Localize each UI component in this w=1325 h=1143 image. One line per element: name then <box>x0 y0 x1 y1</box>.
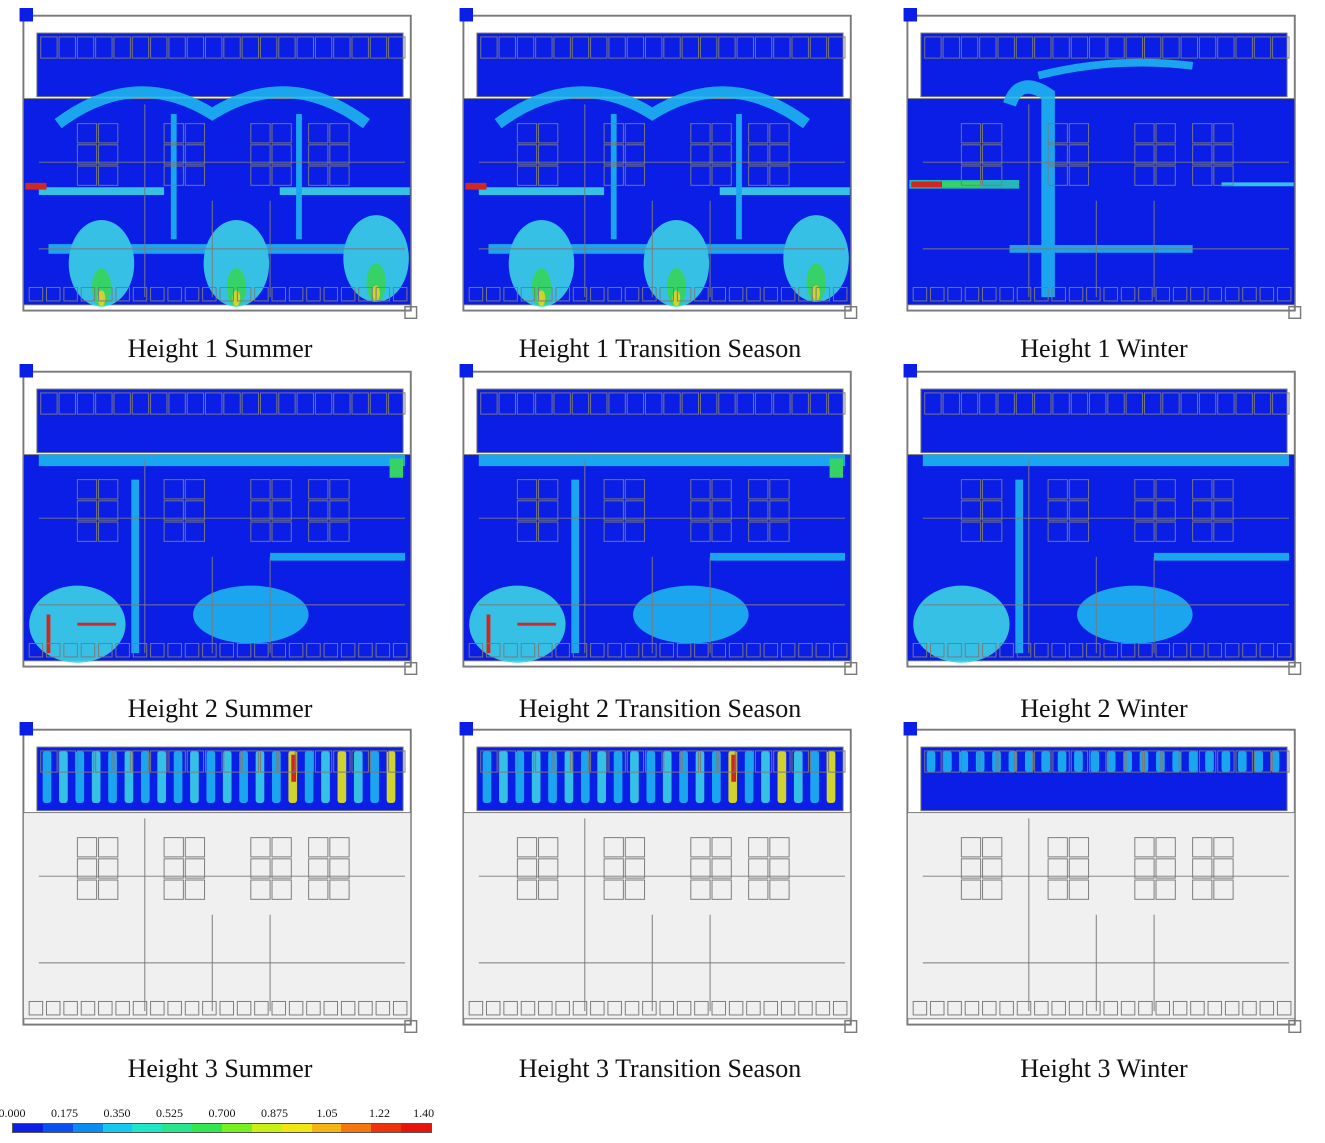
panel-caption: Height 2 Summer <box>127 694 313 723</box>
simulation-panel <box>452 8 867 326</box>
panel-caption: Height 2 Transition Season <box>518 694 802 723</box>
wall-lines <box>912 750 1292 1016</box>
floor-plan-velocity-map <box>19 722 418 1034</box>
legend-color-bar <box>12 1123 432 1133</box>
legend-label: 0.700 <box>208 1106 236 1120</box>
wall-lines <box>468 392 848 658</box>
wall-lines <box>28 36 408 302</box>
simulation-panel <box>12 8 427 326</box>
wall-lines <box>28 750 408 1016</box>
legend-labels: 0.000 0.175 0.350 0.525 0.700 0.875 1.05… <box>0 1106 435 1120</box>
legend-color-segment <box>192 1124 223 1132</box>
legend-label: 1.40 <box>413 1106 435 1120</box>
legend-color-segment <box>132 1124 163 1132</box>
legend-color-segment <box>311 1124 342 1132</box>
wall-lines <box>468 36 848 302</box>
simulation-panel <box>12 364 427 682</box>
panel-caption: Height 3 Summer <box>127 1054 313 1083</box>
building-outline <box>903 722 1302 1034</box>
legend-color-segment <box>13 1124 43 1132</box>
legend-color-segment <box>281 1124 312 1132</box>
floor-plan-velocity-map <box>19 8 418 320</box>
panel-caption: Height 1 Summer <box>127 334 313 363</box>
panel-caption: Height 3 Transition Season <box>518 1054 802 1083</box>
legend-label: 1.22 <box>369 1106 390 1120</box>
color-scale-legend: 0.000 0.175 0.350 0.525 0.700 0.875 1.05… <box>0 1106 435 1136</box>
legend-label: 1.05 <box>316 1106 338 1120</box>
panel-caption: Height 3 Winter <box>1020 1054 1188 1083</box>
legend-color-segment <box>72 1124 103 1132</box>
simulation-panel <box>896 8 1311 326</box>
wall-lines <box>28 392 408 658</box>
simulation-panel <box>12 722 427 1040</box>
floor-plan-velocity-map <box>459 722 858 1034</box>
floor-plan-velocity-map <box>459 364 858 676</box>
building-outline <box>459 722 858 1034</box>
floor-plan-velocity-map <box>19 364 418 676</box>
floor-plan-velocity-map <box>903 8 1302 320</box>
legend-label: 0.525 <box>156 1106 183 1120</box>
wall-lines <box>912 36 1292 302</box>
panel-caption: Height 1 Winter <box>1020 334 1188 363</box>
wall-lines <box>912 392 1292 658</box>
building-outline <box>903 8 1302 320</box>
panel-caption: Height 1 Transition Season <box>518 334 802 363</box>
floor-plan-velocity-map <box>459 8 858 320</box>
legend-color-segment <box>251 1124 282 1132</box>
legend-color-segment <box>222 1124 252 1132</box>
simulation-panel <box>896 364 1311 682</box>
legend-color-segment <box>341 1124 372 1132</box>
flow-field <box>482 750 836 803</box>
legend-color-segment <box>42 1124 73 1132</box>
floor-plan-velocity-map <box>903 722 1302 1034</box>
simulation-panel <box>452 364 867 682</box>
flow-field <box>926 750 1280 773</box>
flow-field <box>42 750 396 803</box>
legend-color-segment <box>162 1124 193 1132</box>
legend-label: 0.175 <box>51 1106 78 1120</box>
legend-color-segment <box>371 1124 402 1132</box>
floor-plan-velocity-map <box>903 364 1302 676</box>
legend-label: 0.000 <box>0 1106 26 1120</box>
legend-color-segment <box>401 1124 432 1132</box>
legend-label: 0.875 <box>261 1106 288 1120</box>
legend-color-segment <box>102 1124 133 1132</box>
panel-caption: Height 2 Winter <box>1020 694 1188 723</box>
wall-lines <box>468 750 848 1016</box>
legend-label: 0.350 <box>103 1106 131 1120</box>
simulation-panel <box>896 722 1311 1040</box>
simulation-panel <box>452 722 867 1040</box>
